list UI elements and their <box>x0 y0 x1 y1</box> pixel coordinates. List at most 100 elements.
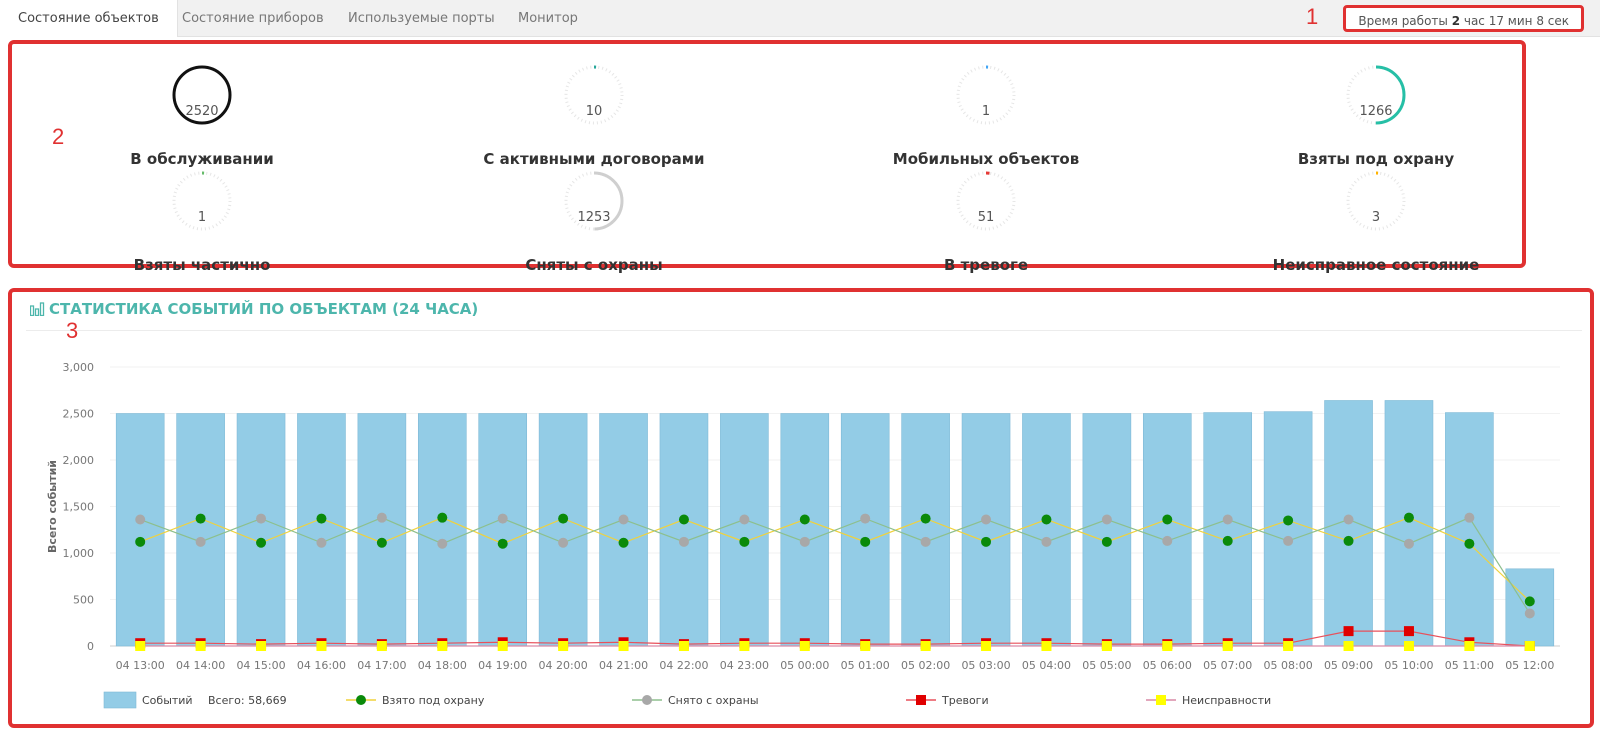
bar-9 <box>659 413 709 647</box>
series-0-point-20 <box>1343 535 1354 546</box>
series-2-point-20 <box>1343 626 1354 637</box>
bar-7 <box>538 413 588 647</box>
gauge-arc <box>172 171 232 231</box>
gauge-4: 1 Взяты частично <box>42 166 362 274</box>
series-0-point-3 <box>316 513 327 524</box>
series-0-point-10 <box>739 536 750 547</box>
series-0-point-11 <box>799 514 810 525</box>
series-0-point-7 <box>558 513 569 524</box>
y-tick-label: 1,000 <box>63 547 95 560</box>
y-tick-label: 3,000 <box>63 361 95 374</box>
gauge-arc <box>564 65 624 125</box>
series-0-point-8 <box>618 537 629 548</box>
x-tick-label: 05 12:00 <box>1505 659 1554 672</box>
bar-6 <box>478 413 528 647</box>
series-3-point-19 <box>1283 641 1294 651</box>
uptime-prefix: Время работы <box>1358 14 1452 28</box>
gauge-ring <box>564 65 624 125</box>
annotation-3: 3 <box>66 318 79 343</box>
series-3-point-5 <box>437 641 448 651</box>
series-0-point-21 <box>1403 512 1414 523</box>
legend-label-1: Снято с охраны <box>668 694 759 707</box>
gauge-value: 1 <box>197 210 207 225</box>
series-1-point-17 <box>1162 535 1173 546</box>
bar-14 <box>961 413 1011 647</box>
gauge-1: 10 С активными договорами <box>434 60 754 168</box>
legend-label-0: Взято под охрану <box>382 694 485 707</box>
gauge-value: 2520 <box>185 104 219 119</box>
x-tick-label: 05 07:00 <box>1203 659 1252 672</box>
series-1-point-0 <box>135 514 146 525</box>
x-tick-label: 05 01:00 <box>841 659 890 672</box>
series-3-point-15 <box>1041 641 1052 651</box>
series-3-point-6 <box>497 641 508 651</box>
x-tick-label: 05 00:00 <box>780 659 829 672</box>
series-3-point-1 <box>195 641 206 651</box>
gauge-5: 1253 Сняты с охраны <box>434 166 754 274</box>
gauge-ring <box>564 171 624 231</box>
bar-8 <box>599 413 648 647</box>
tab-bar: Состояние объектов Состояние приборов Ис… <box>0 0 1600 37</box>
series-0-point-14 <box>981 536 992 547</box>
series-0-point-16 <box>1101 536 1112 547</box>
series-0-point-13 <box>920 513 931 524</box>
series-3-point-13 <box>920 641 931 651</box>
bar-20 <box>1324 400 1373 647</box>
gauge-value: 1253 <box>577 210 611 225</box>
series-1-point-23 <box>1524 608 1535 619</box>
series-0-point-4 <box>376 537 387 548</box>
series-1-point-8 <box>618 514 629 525</box>
x-tick-label: 04 20:00 <box>539 659 588 672</box>
gauge-arc <box>172 65 232 125</box>
series-1-point-15 <box>1041 536 1052 547</box>
x-tick-label: 04 14:00 <box>176 659 225 672</box>
series-3-point-7 <box>558 641 569 651</box>
bar-12 <box>840 413 890 647</box>
gauge-ring <box>172 65 232 125</box>
tab-devices-state[interactable]: Состояние приборов <box>182 11 324 26</box>
gauge-ring <box>172 171 232 231</box>
series-3-point-14 <box>981 641 992 651</box>
bar-1 <box>176 413 225 647</box>
series-0-point-1 <box>195 513 206 524</box>
gauge-value: 51 <box>977 210 995 225</box>
x-tick-label: 04 22:00 <box>659 659 708 672</box>
legend-marker-0 <box>356 695 366 705</box>
series-1-point-13 <box>920 536 931 547</box>
bar-5 <box>417 413 467 647</box>
object-stats-panel: 2 2520 В обслуживании 10 С активными догово… <box>8 40 1526 274</box>
series-1-point-18 <box>1222 514 1233 525</box>
series-0-point-23 <box>1524 596 1535 607</box>
uptime-badge: Время работы 2 час 17 мин 8 сек <box>1343 5 1584 32</box>
legend-marker-3 <box>1156 695 1166 705</box>
tab-objects-state[interactable]: Состояние объектов <box>0 0 178 37</box>
series-1-point-6 <box>497 513 508 524</box>
chart-title-text: СТАТИСТИКА СОБЫТИЙ ПО ОБЪЕКТАМ (24 ЧАСА) <box>49 300 479 318</box>
series-1-point-22 <box>1464 512 1475 523</box>
series-1-point-1 <box>195 536 206 547</box>
bar-22 <box>1445 412 1494 647</box>
gauge-ring <box>956 65 1016 125</box>
gauge-value: 1266 <box>1359 104 1393 119</box>
gauge-label: Сняты с охраны <box>525 256 663 274</box>
x-tick-label: 05 10:00 <box>1384 659 1433 672</box>
tab-used-ports[interactable]: Используемые порты <box>348 11 495 26</box>
y-axis-label: Всего событий <box>46 460 59 553</box>
events-chart-panel: СТАТИСТИКА СОБЫТИЙ ПО ОБЪЕКТАМ (24 ЧАСА)… <box>8 288 1594 728</box>
gauge-2: 1 Мобильных объектов <box>826 60 1146 168</box>
series-3-point-2 <box>256 641 267 651</box>
x-tick-label: 04 15:00 <box>236 659 285 672</box>
x-tick-label: 05 08:00 <box>1264 659 1313 672</box>
bar-0 <box>115 413 165 647</box>
annotation-1: 1 <box>1306 4 1319 29</box>
annotation-2: 2 <box>52 124 65 149</box>
tab-monitor[interactable]: Монитор <box>518 11 578 26</box>
series-1-point-9 <box>678 536 689 547</box>
series-0-point-9 <box>678 514 689 525</box>
bar-3 <box>297 413 346 647</box>
gauge-arc <box>956 65 1016 125</box>
series-0-point-12 <box>860 536 871 547</box>
gauge-label: Взяты частично <box>133 256 271 274</box>
gauge-arc <box>1346 171 1406 231</box>
bar-chart-icon <box>29 302 45 320</box>
